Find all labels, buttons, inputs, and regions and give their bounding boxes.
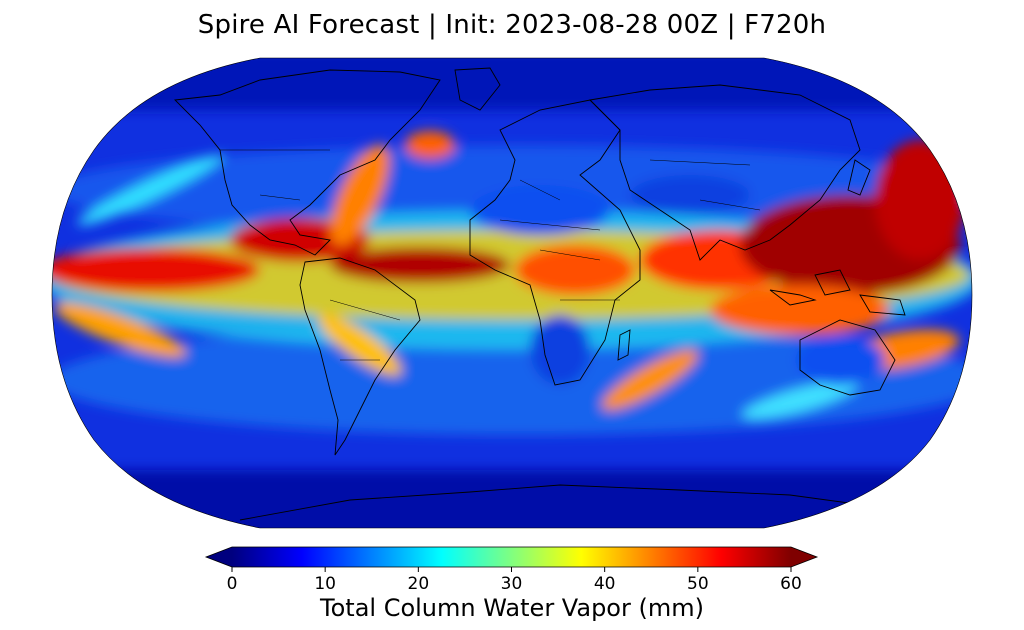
colorbar-label: Total Column Water Vapor (mm) [320,594,704,622]
colorbar-tick-label: 40 [594,574,616,594]
world-map [51,57,973,529]
colorbar-tick-label: 60 [780,574,802,594]
map-frame [51,57,973,529]
colorbar-tick-label: 0 [227,574,238,594]
colorbar-gradient [232,547,791,567]
map-title: Spire AI Forecast | Init: 2023-08-28 00Z… [197,10,827,40]
colorbar-extend-min [206,547,232,567]
country-borders [220,149,761,361]
colorbar-extend-max [791,547,817,567]
colorbar-tick-label: 50 [687,574,709,594]
coastlines [174,67,906,521]
colorbar-tick-label: 30 [501,574,523,594]
colorbar-tick-label: 10 [314,574,336,594]
colorbar-tick-label: 20 [408,574,430,594]
water-vapor-field [52,58,972,528]
